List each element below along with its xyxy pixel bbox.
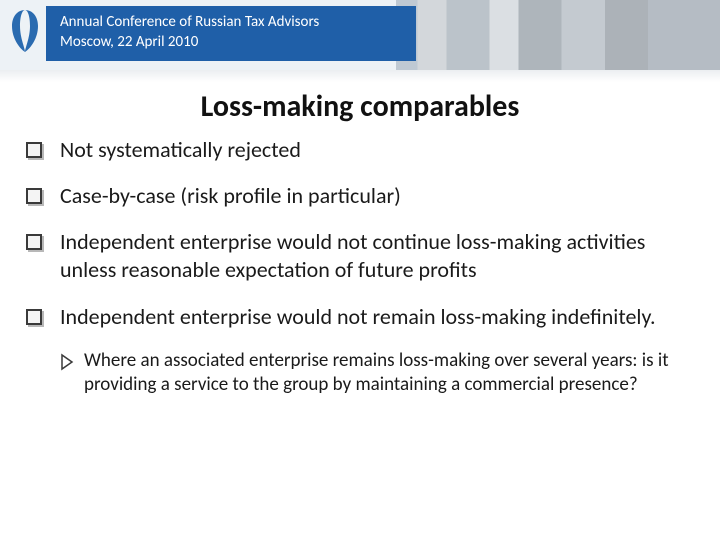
bullet-text: Independent enterprise would not remain …	[60, 303, 656, 331]
list-item: Case-by-case (risk profile in particular…	[26, 182, 690, 210]
square-bullet-icon	[26, 309, 42, 325]
conference-name: Annual Conference of Russian Tax Advisor…	[60, 12, 402, 32]
list-item-sub: Where an associated enterprise remains l…	[60, 349, 690, 397]
header-title-bar: Annual Conference of Russian Tax Advisor…	[46, 6, 416, 61]
square-bullet-icon	[26, 234, 42, 250]
square-bullet-icon	[26, 188, 42, 204]
list-item: Not systematically rejected	[26, 136, 690, 164]
slide-body: Not systematically rejected Case-by-case…	[26, 136, 690, 397]
bullet-text: Not systematically rejected	[60, 136, 301, 164]
list-item: Independent enterprise would not remain …	[26, 303, 690, 331]
bullet-text: Independent enterprise would not continu…	[60, 228, 690, 284]
oecd-logo	[8, 8, 42, 54]
arrow-bullet-icon	[60, 353, 74, 371]
list-item: Independent enterprise would not continu…	[26, 228, 690, 284]
square-bullet-icon	[26, 142, 42, 158]
slide-title: Loss-making comparables	[0, 88, 720, 125]
conference-date: Moscow, 22 April 2010	[60, 32, 402, 52]
bullet-text: Case-by-case (risk profile in particular…	[60, 182, 401, 210]
bullet-text: Where an associated enterprise remains l…	[84, 349, 690, 397]
